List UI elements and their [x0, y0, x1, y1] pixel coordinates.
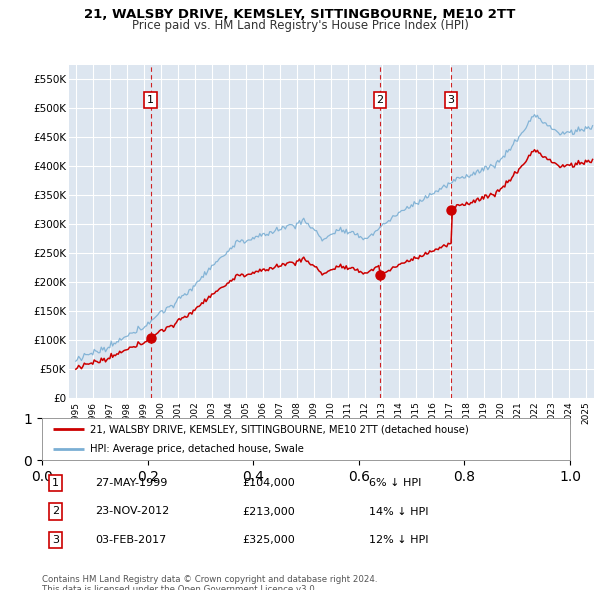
Text: 3: 3 [52, 535, 59, 545]
Text: £104,000: £104,000 [242, 478, 295, 488]
Text: Contains HM Land Registry data © Crown copyright and database right 2024.: Contains HM Land Registry data © Crown c… [42, 575, 377, 584]
Text: 6% ↓ HPI: 6% ↓ HPI [370, 478, 422, 488]
Text: 21, WALSBY DRIVE, KEMSLEY, SITTINGBOURNE, ME10 2TT: 21, WALSBY DRIVE, KEMSLEY, SITTINGBOURNE… [85, 8, 515, 21]
Text: 23-NOV-2012: 23-NOV-2012 [95, 506, 169, 516]
Text: 1: 1 [147, 95, 154, 105]
Text: 2: 2 [376, 95, 383, 105]
Text: Price paid vs. HM Land Registry's House Price Index (HPI): Price paid vs. HM Land Registry's House … [131, 19, 469, 32]
Text: 21, WALSBY DRIVE, KEMSLEY, SITTINGBOURNE, ME10 2TT (detached house): 21, WALSBY DRIVE, KEMSLEY, SITTINGBOURNE… [89, 424, 468, 434]
Text: 2: 2 [52, 506, 59, 516]
Text: 12% ↓ HPI: 12% ↓ HPI [370, 535, 429, 545]
Text: £213,000: £213,000 [242, 506, 295, 516]
Text: £325,000: £325,000 [242, 535, 295, 545]
Text: 3: 3 [448, 95, 455, 105]
Text: 27-MAY-1999: 27-MAY-1999 [95, 478, 167, 488]
Text: 1: 1 [52, 478, 59, 488]
Text: HPI: Average price, detached house, Swale: HPI: Average price, detached house, Swal… [89, 444, 304, 454]
Text: 03-FEB-2017: 03-FEB-2017 [95, 535, 166, 545]
Text: This data is licensed under the Open Government Licence v3.0.: This data is licensed under the Open Gov… [42, 585, 317, 590]
Text: 14% ↓ HPI: 14% ↓ HPI [370, 506, 429, 516]
